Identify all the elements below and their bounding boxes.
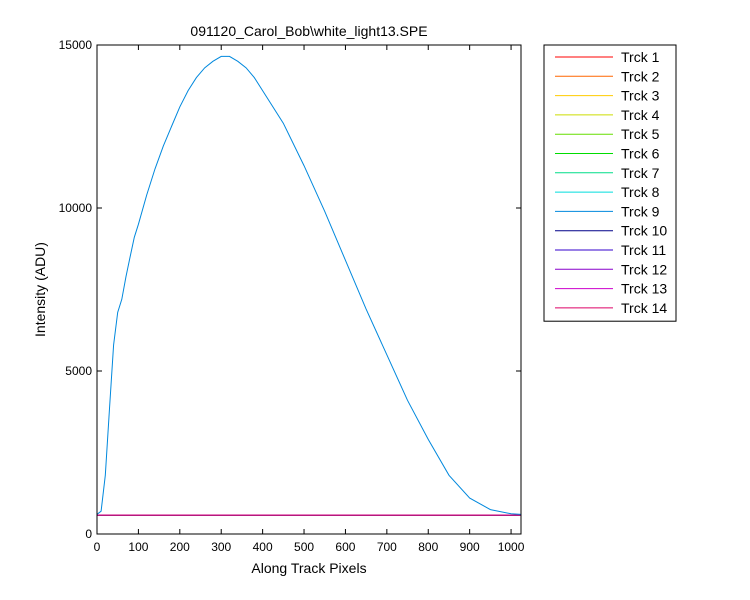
x-tick-label: 100 [128,540,148,554]
x-tick-label: 800 [418,540,438,554]
series-line-track-9 [96,55,522,515]
legend[interactable]: Trck 1 Trck 2 Trck 3 Trck 4 Trck 5 Trck 6 Trck… [543,44,677,322]
legend-label-track-11[interactable]: Trck 11 [621,242,666,258]
y-tick-label: 0 [85,527,92,541]
y-tick-label: 15000 [59,38,93,52]
plot-area [96,45,522,534]
x-tick-label: 1000 [498,540,525,554]
y-axis-label: Intensity (ADU) [32,242,48,337]
legend-label-track-13[interactable]: Trck 13 [621,281,667,297]
axes-frame [96,44,522,535]
x-axis-label: Along Track Pixels [251,560,366,576]
x-tick-label: 300 [211,540,231,554]
y-tick-label: 5000 [65,364,92,378]
legend-box [543,44,677,322]
legend-label-track-8[interactable]: Trck 8 [621,184,660,200]
y-tick-label: 10000 [59,201,93,215]
legend-label-track-10[interactable]: Trck 10 [621,223,667,239]
x-tick-label: 500 [294,540,314,554]
legend-label-track-14[interactable]: Trck 14 [621,300,667,316]
x-tick-label: 700 [377,540,397,554]
legend-label-track-1[interactable]: Trck 1 [621,49,660,65]
plot-background [97,45,521,534]
legend-label-track-9[interactable]: Trck 9 [621,203,660,219]
chart-title: 091120_Carol_Bob\white_light13.SPE [190,23,427,39]
legend-label-track-3[interactable]: Trck 3 [621,88,660,104]
legend-label-track-2[interactable]: Trck 2 [621,68,660,84]
legend-label-track-6[interactable]: Trck 6 [621,146,660,162]
axes: 0 100 200 300 400 500 600 700 800 900 100005000100… [59,38,525,554]
legend-label-track-7[interactable]: Trck 7 [621,165,660,181]
legend-label-track-4[interactable]: Trck 4 [621,107,660,123]
x-tick-label: 600 [335,540,355,554]
x-tick-label: 400 [253,540,273,554]
legend-label-track-12[interactable]: Trck 12 [621,261,667,277]
x-tick-label: 900 [460,540,480,554]
x-tick-label: 200 [170,540,190,554]
legend-label-track-5[interactable]: Trck 5 [621,126,660,142]
x-tick-label: 0 [94,540,101,554]
